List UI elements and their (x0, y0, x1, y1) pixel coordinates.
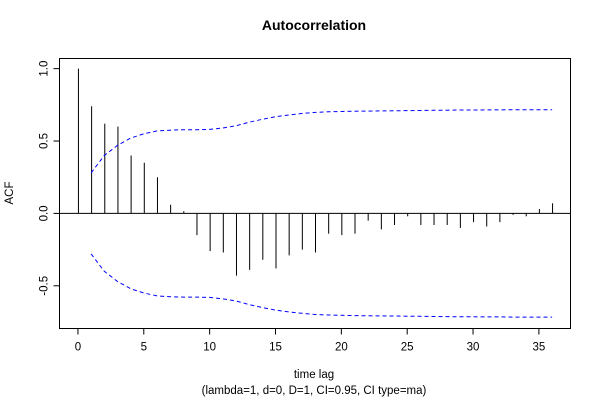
y-tick-label: 1.0 (39, 61, 51, 77)
x-tick-label: 30 (467, 342, 480, 354)
x-tick-label: 5 (141, 342, 147, 354)
chart-subtitle: (lambda=1, d=0, D=1, CI=0.95, CI type=ma… (202, 385, 427, 397)
plot-frame (59, 58, 571, 329)
y-tick-label: -0.5 (39, 276, 51, 296)
x-tick-label: 35 (532, 342, 545, 354)
x-tick-label: 20 (335, 342, 348, 354)
y-tick-label: 0.0 (39, 205, 51, 221)
y-axis: -0.5 0.0 0.5 1.0 (39, 61, 60, 296)
confidence-band-lower (90, 253, 553, 318)
x-axis-label: time lag (294, 369, 334, 381)
x-tick-label: 15 (269, 342, 282, 354)
x-tick-label: 0 (75, 342, 81, 354)
acf-bars (77, 68, 554, 276)
y-tick-label: 0.5 (39, 133, 51, 149)
y-axis-label: ACF (4, 182, 16, 205)
confidence-band-upper (90, 109, 553, 174)
x-tick-label: 25 (401, 342, 414, 354)
chart-title: Autocorrelation (262, 17, 366, 33)
x-axis: 0 5 10 15 20 25 30 35 (75, 328, 545, 354)
x-tick-label: 10 (203, 342, 216, 354)
